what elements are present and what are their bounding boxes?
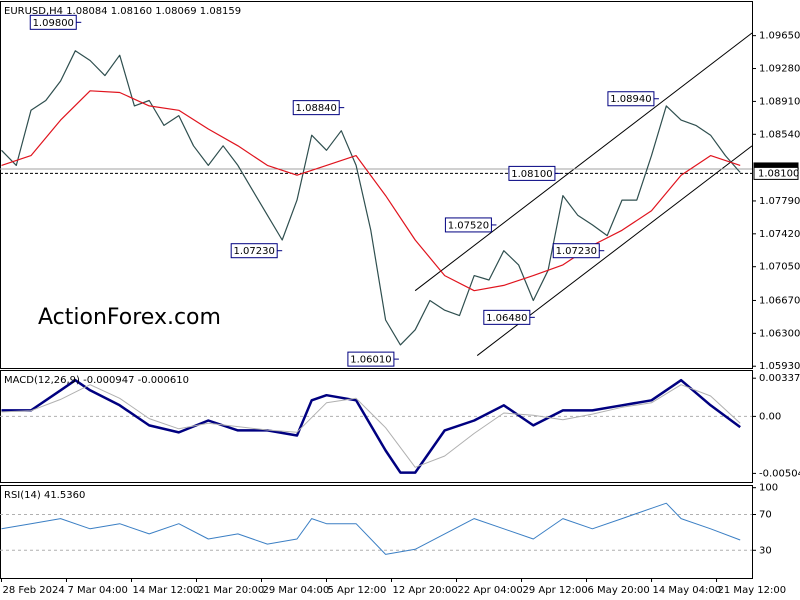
- x-tick-label: 12 Apr 20:00: [393, 585, 458, 596]
- x-tick-label: 29 Apr 12:00: [523, 585, 588, 596]
- channel-line: [414, 32, 753, 292]
- series-line: [1, 90, 741, 292]
- y-tick-label: 0.00: [759, 411, 781, 422]
- x-tick-label: 21 May 12:00: [718, 585, 787, 596]
- pane-title: RSI(14) 41.5360: [4, 490, 85, 501]
- series-line: [1, 502, 741, 555]
- series-line: [1, 50, 741, 346]
- annotation-label: 1.06010: [350, 355, 391, 366]
- y-tick-label: 1.08540: [759, 129, 800, 140]
- x-tick-label: 28 Feb 2024: [2, 585, 64, 596]
- x-tick-label: 7 Mar 04:00: [67, 585, 127, 596]
- x-tick-label: 14 Mar 12:00: [132, 585, 199, 596]
- pane-frame: [0, 1, 753, 369]
- annotation-label: 1.08100: [511, 169, 552, 180]
- annotation-box: [483, 309, 531, 325]
- x-tick-label: 22 Apr 04:00: [458, 585, 523, 596]
- annotation-label: 1.07230: [556, 246, 597, 257]
- x-tick-label: 29 Mar 04:00: [263, 585, 330, 596]
- y-tick-label: 1.07790: [759, 196, 800, 207]
- annotation-box: [347, 351, 395, 367]
- y-tick-label: 1.06670: [759, 295, 800, 306]
- annotation-box: [508, 165, 556, 181]
- y-tick-label: 30: [759, 545, 772, 556]
- x-tick-label: 5 Apr 12:00: [328, 585, 387, 596]
- annotation-box: [552, 243, 600, 259]
- y-tick-label: 1.08910: [759, 96, 800, 107]
- series-line: [1, 384, 741, 468]
- annotation-label: 1.08940: [610, 94, 651, 105]
- annotation-label: 1.07520: [448, 220, 489, 231]
- annotation-box: [444, 217, 492, 233]
- pane-frame: [0, 485, 753, 579]
- y-tick-label: 0.003375: [759, 373, 800, 384]
- annotation-label: 1.06480: [486, 313, 527, 324]
- annotation-label: 1.08840: [296, 103, 337, 114]
- y-tick-label: 1.09280: [759, 64, 800, 75]
- y-tick-label: 1.07420: [759, 229, 800, 240]
- y-tick-label: 1.09650: [759, 31, 800, 42]
- y-tick-label: 100: [759, 483, 778, 494]
- y-tick-label: 70: [759, 510, 772, 521]
- x-tick-label: 14 May 04:00: [653, 585, 722, 596]
- pane-title: MACD(12,26,9) -0.000947 -0.000610: [4, 375, 189, 386]
- annotation-box: [607, 91, 655, 107]
- pane-frame: [0, 370, 753, 483]
- price-label: 1.08100: [758, 168, 799, 179]
- annotation-label: 1.09800: [33, 18, 74, 29]
- annotation-box: [230, 243, 278, 259]
- pane-title: EURUSD,H4 1.08084 1.08160 1.08069 1.0815…: [4, 6, 241, 17]
- y-tick-label: 1.05930: [759, 361, 800, 372]
- annotation-box: [292, 100, 340, 116]
- y-tick-label: 1.06300: [759, 328, 800, 339]
- series-line: [1, 378, 741, 474]
- price-label-box: [753, 166, 799, 180]
- annotation-box: [29, 14, 77, 30]
- annotation-label: 1.07230: [234, 246, 275, 257]
- x-tick-label: 21 Mar 20:00: [197, 585, 264, 596]
- y-tick-label: -0.00504: [759, 468, 800, 479]
- x-tick-label: 6 May 20:00: [588, 585, 650, 596]
- watermark: ActionForex.com: [38, 305, 221, 330]
- y-tick-label: 1.07050: [759, 262, 800, 273]
